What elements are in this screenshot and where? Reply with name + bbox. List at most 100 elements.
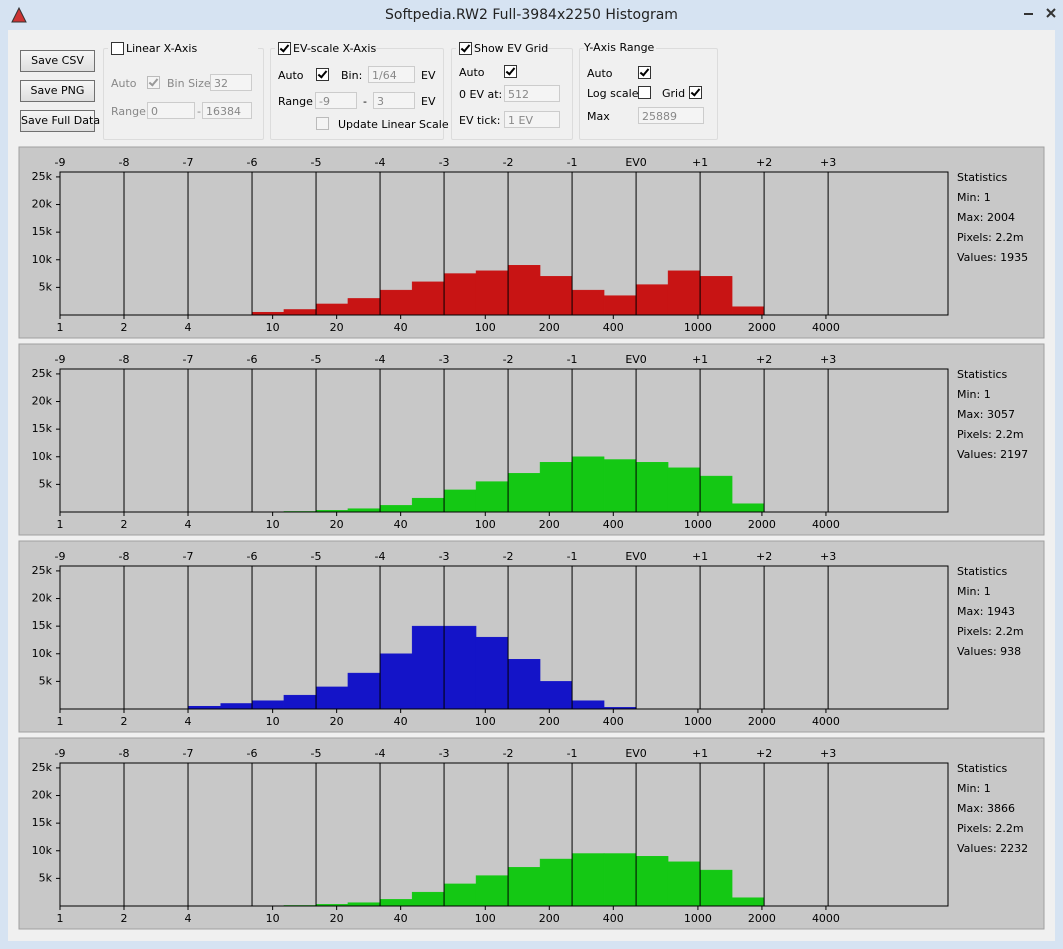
window-buttons[interactable] [1020,2,1060,24]
checkbox[interactable] [504,65,517,78]
histogram-bar [379,653,413,710]
checkbox[interactable] [147,76,160,89]
y-tick-label: 5k [39,674,53,687]
select[interactable]: 1/64 [368,66,415,83]
x-tick-label: 1000 [684,518,712,531]
ev-tick-label: +2 [756,353,772,366]
ev-tick-label: -1 [567,550,578,563]
stats-title: Statistics [957,565,1008,578]
x-tick-label: 4000 [812,321,840,334]
histogram-bar [539,276,573,316]
ev-tick-label: -1 [567,156,578,169]
x-tick-label: 200 [539,321,560,334]
input[interactable]: 512 [504,85,560,102]
y-tick-label: 10k [32,253,53,266]
histogram-bar [283,694,317,710]
label: Auto [459,66,485,79]
input[interactable]: 25889 [638,107,704,124]
label: Y-Axis Range [584,41,656,56]
select[interactable]: 1 EV [504,111,560,128]
save-png-button[interactable]: Save PNG [20,80,95,102]
x-tick-label: 40 [394,321,408,334]
save-full-data-button[interactable]: Save Full Data [20,110,100,132]
x-tick-label: 10 [266,518,280,531]
checkbox[interactable] [316,117,329,130]
histogram-bar [635,284,669,316]
y-tick-label: 25k [32,761,53,774]
input[interactable]: 16384 [202,102,252,119]
y-tick-label: 15k [32,619,53,632]
ev-tick-label: EV0 [625,747,646,760]
stats-title: Statistics [957,762,1008,775]
histogram-bar [220,703,253,710]
label: EV [421,95,436,108]
stats-line: Min: 1 [957,585,991,598]
save-csv-button[interactable]: Save CSV [20,50,95,72]
stats-line: Max: 3866 [957,802,1015,815]
y-tick-label: 15k [32,225,53,238]
histogram-bar [539,681,573,710]
x-tick-label: 2 [121,518,128,531]
checkbox[interactable] [459,42,472,55]
x-tick-label: 400 [603,912,624,925]
checkbox[interactable] [278,42,291,55]
input[interactable]: -9 [315,92,357,109]
x-tick-label: 2000 [748,321,776,334]
histogram-bar [731,306,765,316]
histogram-bar [251,700,285,710]
histogram-bar [507,265,541,316]
y-tick-label: 10k [32,647,53,660]
checkbox[interactable] [638,86,651,99]
ev-tick-label: -2 [503,550,514,563]
checkbox[interactable] [689,86,702,99]
x-tick-label: 4000 [812,912,840,925]
label: Log scale [587,87,639,100]
x-tick-label: 100 [475,321,496,334]
ev-tick-label: -4 [375,156,386,169]
histogram-bar [507,659,541,710]
x-tick-label: 40 [394,912,408,925]
histogram-bar [539,462,573,513]
histogram-bar [731,897,765,907]
x-tick-label: 4 [185,321,192,334]
x-tick-label: 10 [266,912,280,925]
histogram-bar [603,295,637,316]
plot-frame [59,762,949,907]
histogram-bar [443,883,477,907]
ev-tick-label: +2 [756,156,772,169]
x-tick-label: 20 [330,518,344,531]
x-tick-label: 20 [330,321,344,334]
ev-tick-label: +3 [820,156,836,169]
input[interactable]: 32 [210,74,252,91]
y-tick-label: 20k [32,395,53,408]
input[interactable]: 0 [147,102,195,119]
x-tick-label: 100 [475,715,496,728]
histogram-bar [443,625,477,710]
ev-tick-label: -2 [503,747,514,760]
ev-tick-label: -8 [119,550,130,563]
y-tick-label: 5k [39,477,53,490]
checkbox[interactable] [111,42,124,55]
label: - [197,105,201,118]
label: Auto [587,67,613,80]
ev-tick-label: -8 [119,353,130,366]
group-header [275,41,375,56]
x-tick-label: 4 [185,518,192,531]
ev-tick-label: -3 [439,156,450,169]
y-tick-label: 25k [32,170,53,183]
checkbox[interactable] [316,68,329,81]
x-tick-label: 100 [475,518,496,531]
ev-tick-label: -9 [55,156,66,169]
input[interactable]: 3 [373,92,415,109]
y-tick-label: 10k [32,450,53,463]
ev-tick-label: +3 [820,550,836,563]
checkbox[interactable] [638,66,651,79]
stats-line: Values: 1935 [957,251,1028,264]
x-tick-label: 2 [121,321,128,334]
x-tick-label: 1 [57,321,64,334]
y-tick-label: 15k [32,422,53,435]
x-tick-label: 20 [330,715,344,728]
x-tick-label: 200 [539,715,560,728]
ev-tick-label: +1 [692,353,708,366]
